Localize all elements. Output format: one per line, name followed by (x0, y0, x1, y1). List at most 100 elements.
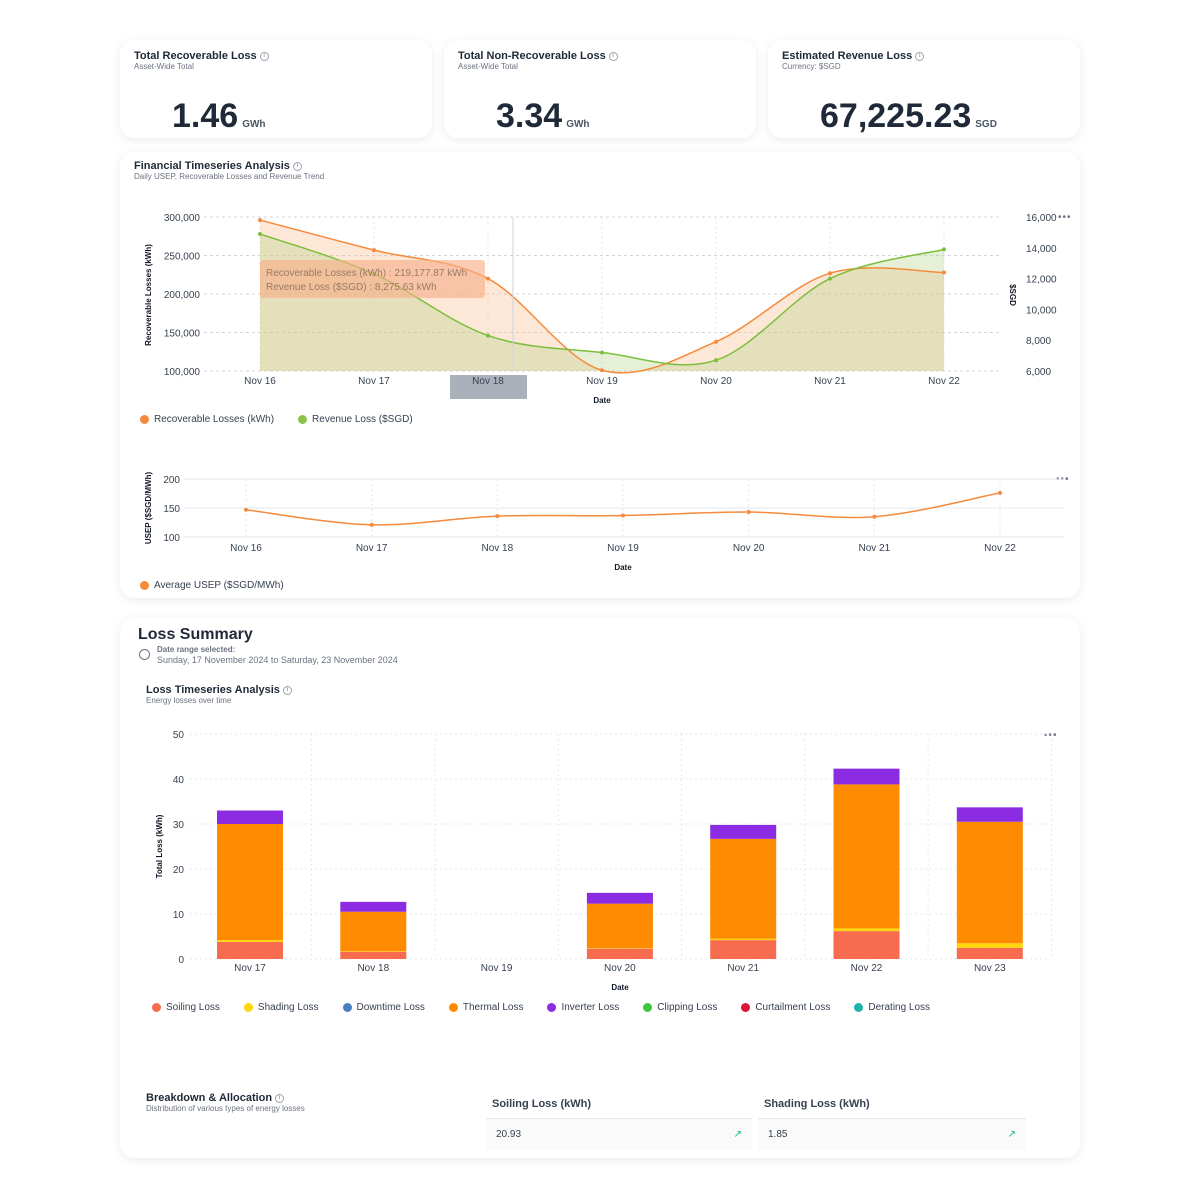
x-tick-label: Nov 16 (244, 376, 276, 387)
y-tick-label: 20 (173, 865, 185, 876)
legend-item-recoverable[interactable]: Recoverable Losses (kWh) (140, 414, 274, 425)
info-icon[interactable]: i (275, 1093, 285, 1103)
legend-item[interactable]: Downtime Loss (342, 1002, 425, 1013)
bar-segment[interactable] (710, 940, 777, 959)
legend-label: Revenue Loss ($SGD) (312, 414, 413, 425)
usep-point[interactable] (998, 490, 1002, 495)
y-tick-label: 10 (173, 910, 185, 921)
legend-item[interactable]: Clipping Loss (643, 1002, 717, 1013)
info-icon[interactable]: i (259, 51, 269, 61)
bar-segment[interactable] (833, 784, 900, 929)
usep-chart[interactable]: 200 150 100 Nov 16 Nov 17 Nov 18 Nov 19 Nov 20 N… (120, 462, 1080, 574)
loss-chart[interactable]: 50 40 30 20 10 0 Nov 17 Nov 18 Nov 19 Nov 20 Nov 2… (120, 718, 1080, 998)
y2-tick-label: 8,000 (1026, 336, 1051, 347)
y-tick-label: 200,000 (164, 290, 201, 301)
recoverable-point[interactable] (600, 368, 604, 373)
revenue-point[interactable] (486, 333, 490, 338)
legend-item[interactable]: Curtailment Loss (741, 1002, 830, 1013)
bar-segment[interactable] (217, 941, 283, 959)
usep-point[interactable] (244, 507, 248, 512)
bar-segment[interactable] (586, 903, 653, 949)
loss-legend: Soiling Loss Shading Loss Downtime Loss The… (152, 1002, 1032, 1021)
info-icon[interactable]: i (915, 51, 925, 61)
bar-segment[interactable] (956, 807, 1023, 822)
bar-segment[interactable] (710, 938, 777, 941)
y-tick-label: 40 (173, 775, 185, 786)
legend-item[interactable]: Derating Loss (854, 1002, 930, 1013)
chart-menu-icon[interactable]: ••• (1044, 730, 1058, 741)
legend-item-revenue[interactable]: Revenue Loss ($SGD) (298, 414, 413, 425)
recoverable-point[interactable] (714, 339, 718, 344)
x-tick-label: Nov 16 (230, 543, 262, 554)
usep-point[interactable] (495, 514, 500, 519)
recoverable-point[interactable] (942, 270, 946, 275)
usep-point[interactable] (746, 510, 751, 515)
table-row: 1.85 ↗ (758, 1119, 1026, 1150)
revenue-point[interactable] (600, 350, 604, 355)
bar-segment[interactable] (956, 821, 1023, 944)
bar-segment[interactable] (217, 940, 283, 942)
financial-chart[interactable]: 300,000 250,000 200,000 150,000 100,000 16,00… (120, 152, 1080, 412)
recoverable-point[interactable] (828, 271, 832, 276)
bar-segment[interactable] (833, 931, 900, 959)
legend-label: Thermal Loss (462, 1002, 524, 1013)
revenue-point[interactable] (942, 247, 946, 252)
legend-dot (643, 1003, 653, 1012)
x-tick-label: Nov 21 (814, 376, 846, 387)
bar-segment[interactable] (340, 951, 407, 959)
bar-segment[interactable] (833, 768, 900, 785)
legend-item[interactable]: Thermal Loss (448, 1002, 524, 1013)
financial-legend: Recoverable Losses (kWh) Revenue Loss ($… (140, 414, 437, 433)
revenue-point[interactable] (258, 231, 262, 236)
usep-point[interactable] (621, 513, 625, 518)
x-tick-label: Nov 23 (974, 963, 1006, 974)
date-range-label: Date range selected: (157, 645, 236, 654)
recoverable-point[interactable] (258, 218, 262, 223)
bar-segment[interactable] (586, 892, 653, 904)
external-link-icon[interactable]: ↗ (733, 1129, 742, 1140)
bar-segment[interactable] (340, 901, 407, 912)
y-tick-label: 150,000 (164, 329, 201, 340)
external-link-icon[interactable]: ↗ (1007, 1129, 1016, 1140)
info-icon[interactable]: i (282, 685, 292, 695)
bar-segment[interactable] (586, 948, 653, 959)
breakdown-subtitle: Distribution of various types of energy … (146, 1104, 305, 1113)
x-tick-label: Nov 22 (928, 376, 960, 387)
legend-item[interactable]: Inverter Loss (547, 1002, 619, 1013)
x-tick-label: Nov 21 (727, 963, 759, 974)
table-cell: 1.85 (768, 1129, 788, 1140)
financial-card: Financial Timeseries Analysis i Daily USE… (120, 152, 1080, 598)
revenue-point[interactable] (714, 358, 718, 363)
kpi-title: Total Recoverable Loss (134, 50, 257, 62)
bar-segment[interactable] (710, 838, 777, 939)
info-icon[interactable]: i (608, 51, 618, 61)
bar-segment[interactable] (217, 824, 283, 941)
legend-item[interactable]: Soiling Loss (152, 1002, 220, 1013)
kpi-subtitle: Currency: $SGD (782, 62, 841, 71)
kpi-card-revenue: Estimated Revenue Loss i Currency: $SGD 6… (768, 40, 1080, 138)
usep-point[interactable] (872, 514, 877, 519)
bar-segment[interactable] (956, 943, 1023, 948)
table-cell: 20.93 (496, 1129, 522, 1140)
bar-segment[interactable] (340, 911, 407, 952)
x-tick-label: Nov 19 (607, 543, 639, 554)
y-axis-title: USEP ($SGD/MWh) (144, 472, 153, 545)
bar-segment[interactable] (710, 824, 777, 839)
legend-item-usep[interactable]: Average USEP ($SGD/MWh) (140, 580, 284, 591)
bar-segment[interactable] (956, 947, 1023, 959)
y2-tick-label: 16,000 (1026, 213, 1057, 224)
recoverable-point[interactable] (372, 248, 376, 253)
recoverable-point[interactable] (486, 276, 490, 281)
bar-segment[interactable] (217, 810, 283, 825)
kpi-value: 67,225.23 (820, 97, 972, 135)
legend-dot (298, 415, 308, 424)
revenue-point[interactable] (828, 276, 832, 281)
legend-label: Inverter Loss (561, 1002, 620, 1013)
chart-menu-icon[interactable]: ••• (1058, 212, 1072, 223)
bar-segment[interactable] (833, 928, 900, 932)
y-axis-title: Recoverable Losses (kWh) (144, 244, 153, 346)
info-icon[interactable]: i (292, 161, 302, 171)
usep-point[interactable] (369, 522, 374, 527)
y-tick-label: 0 (178, 955, 184, 966)
legend-item[interactable]: Shading Loss (243, 1002, 319, 1013)
